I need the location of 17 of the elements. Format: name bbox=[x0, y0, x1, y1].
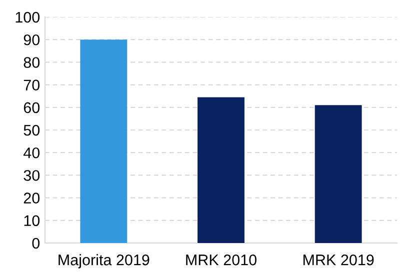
y-tick-label: 80 bbox=[24, 57, 40, 68]
y-tick-label: 50 bbox=[24, 124, 40, 136]
y-tick-label: 30 bbox=[24, 170, 40, 181]
y-tick-label: 60 bbox=[24, 102, 40, 114]
y-tick-label: 10 bbox=[24, 215, 40, 226]
x-tick-label: MRK 2010 bbox=[186, 254, 256, 266]
bar bbox=[314, 105, 362, 243]
y-tick-label: 100 bbox=[16, 12, 40, 23]
y-tick-label: 0 bbox=[32, 238, 40, 249]
x-tick-label: MRK 2019 bbox=[304, 254, 374, 266]
y-tick-label: 20 bbox=[24, 192, 40, 204]
y-tick-label: 90 bbox=[24, 34, 40, 46]
y-tick-label: 40 bbox=[24, 147, 40, 158]
bar bbox=[80, 40, 128, 243]
x-tick-label: Majorita 2019 bbox=[58, 254, 150, 268]
bar bbox=[198, 97, 244, 243]
y-tick-label: 70 bbox=[24, 80, 40, 90]
